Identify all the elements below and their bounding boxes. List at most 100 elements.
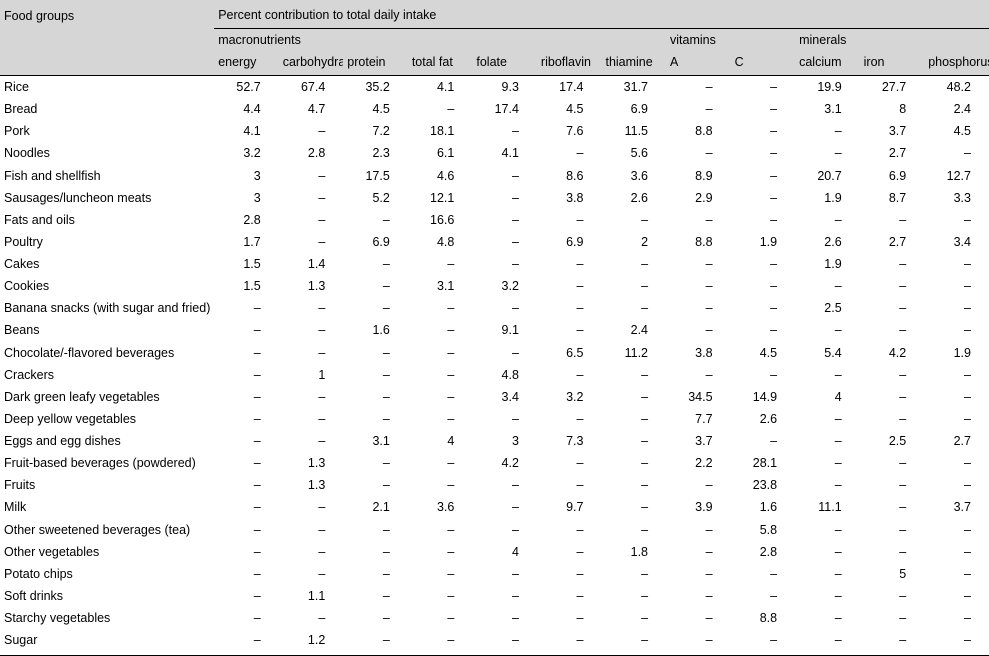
- table-row: Eggs and egg dishes––3.1437.3–3.7––2.52.…: [0, 430, 989, 452]
- cell-value: –: [924, 519, 989, 541]
- cell-value: 9.1: [472, 319, 537, 341]
- cell-value: –: [860, 452, 925, 474]
- cell-value: –: [860, 253, 925, 275]
- food-name: Noodles: [0, 142, 214, 164]
- cell-value: 4.1: [408, 76, 473, 99]
- cell-value: –: [924, 253, 989, 275]
- cell-value: 31.7: [601, 76, 666, 99]
- food-name: Rice: [0, 76, 214, 99]
- cell-value: –: [343, 386, 408, 408]
- col-carbohydrates: carbohydrates: [279, 51, 344, 76]
- cell-value: 6.9: [601, 98, 666, 120]
- cell-value: –: [343, 408, 408, 430]
- table-row: Fats and oils2.8––16.6––––––––: [0, 209, 989, 231]
- cell-value: 12.7: [924, 165, 989, 187]
- cell-value: 4.6: [408, 165, 473, 187]
- table-row: Rice52.767.435.24.19.317.431.7––19.927.7…: [0, 76, 989, 99]
- cell-value: –: [601, 585, 666, 607]
- cell-value: –: [472, 165, 537, 187]
- cell-value: 4.5: [537, 98, 602, 120]
- food-name: Fruits: [0, 474, 214, 496]
- cell-value: –: [666, 98, 731, 120]
- cell-value: –: [731, 430, 796, 452]
- food-name: Poultry: [0, 231, 214, 253]
- cell-value: –: [279, 165, 344, 187]
- table-row: Bread4.44.74.5–17.44.56.9––3.182.4: [0, 98, 989, 120]
- cell-value: 17.4: [537, 76, 602, 99]
- cell-value: –: [924, 629, 989, 656]
- cell-value: 11.1: [795, 496, 860, 518]
- table-body: Rice52.767.435.24.19.317.431.7––19.927.7…: [0, 76, 989, 656]
- cell-value: –: [601, 364, 666, 386]
- cell-value: –: [731, 142, 796, 164]
- cell-value: 5.2: [343, 187, 408, 209]
- table-row: Pork4.1–7.218.1–7.611.58.8––3.74.5: [0, 120, 989, 142]
- cell-value: 5.6: [601, 142, 666, 164]
- cell-value: –: [214, 607, 279, 629]
- cell-value: –: [279, 563, 344, 585]
- cell-value: 1.7: [214, 231, 279, 253]
- cell-value: –: [537, 275, 602, 297]
- cell-value: –: [343, 629, 408, 656]
- cell-value: –: [666, 275, 731, 297]
- cell-value: –: [408, 474, 473, 496]
- cell-value: –: [860, 319, 925, 341]
- cell-value: 4.7: [279, 98, 344, 120]
- cell-value: 67.4: [279, 76, 344, 99]
- cell-value: –: [601, 275, 666, 297]
- cell-value: –: [279, 607, 344, 629]
- cell-value: –: [924, 408, 989, 430]
- table-row: Crackers–1––4.8–––––––: [0, 364, 989, 386]
- cell-value: 8.8: [731, 607, 796, 629]
- cell-value: –: [214, 541, 279, 563]
- cell-value: –: [537, 585, 602, 607]
- cell-value: –: [666, 563, 731, 585]
- cell-value: –: [472, 519, 537, 541]
- cell-value: 4.1: [472, 142, 537, 164]
- cell-value: –: [537, 452, 602, 474]
- col-thiamine: thiamine: [601, 51, 666, 76]
- cell-value: –: [795, 408, 860, 430]
- cell-value: –: [408, 386, 473, 408]
- food-name: Starchy vegetables: [0, 607, 214, 629]
- cell-value: –: [795, 364, 860, 386]
- cell-value: 7.3: [537, 430, 602, 452]
- cell-value: –: [343, 297, 408, 319]
- cell-value: 3.7: [924, 496, 989, 518]
- cell-value: –: [666, 253, 731, 275]
- cell-value: –: [795, 607, 860, 629]
- cell-value: –: [537, 319, 602, 341]
- food-name: Beans: [0, 319, 214, 341]
- cell-value: 4.4: [214, 98, 279, 120]
- cell-value: 3.2: [537, 386, 602, 408]
- cell-value: –: [408, 408, 473, 430]
- cell-value: –: [537, 297, 602, 319]
- cell-value: –: [279, 209, 344, 231]
- cell-value: –: [343, 585, 408, 607]
- cell-value: 3.7: [860, 120, 925, 142]
- cell-value: 1.4: [279, 253, 344, 275]
- cell-value: –: [601, 496, 666, 518]
- cell-value: 2.5: [860, 430, 925, 452]
- cell-value: 16.6: [408, 209, 473, 231]
- cell-value: –: [795, 275, 860, 297]
- cell-value: 4.5: [924, 120, 989, 142]
- cell-value: –: [408, 607, 473, 629]
- col-total-fat: total fat: [408, 51, 473, 76]
- cell-value: –: [472, 187, 537, 209]
- col-C: C: [731, 51, 796, 76]
- col-calcium: calcium: [795, 51, 860, 76]
- cell-value: –: [537, 629, 602, 656]
- cell-value: –: [472, 120, 537, 142]
- cell-value: –: [279, 297, 344, 319]
- cell-value: –: [924, 541, 989, 563]
- col-energy: energy: [214, 51, 279, 76]
- cell-value: –: [279, 496, 344, 518]
- nutrition-table: Food groups Percent contribution to tota…: [0, 0, 989, 656]
- cell-value: 3.4: [924, 231, 989, 253]
- group-vitamins: vitamins: [666, 29, 795, 52]
- food-name: Fish and shellfish: [0, 165, 214, 187]
- cell-value: 6.9: [537, 231, 602, 253]
- cell-value: 8: [860, 98, 925, 120]
- food-name: Pork: [0, 120, 214, 142]
